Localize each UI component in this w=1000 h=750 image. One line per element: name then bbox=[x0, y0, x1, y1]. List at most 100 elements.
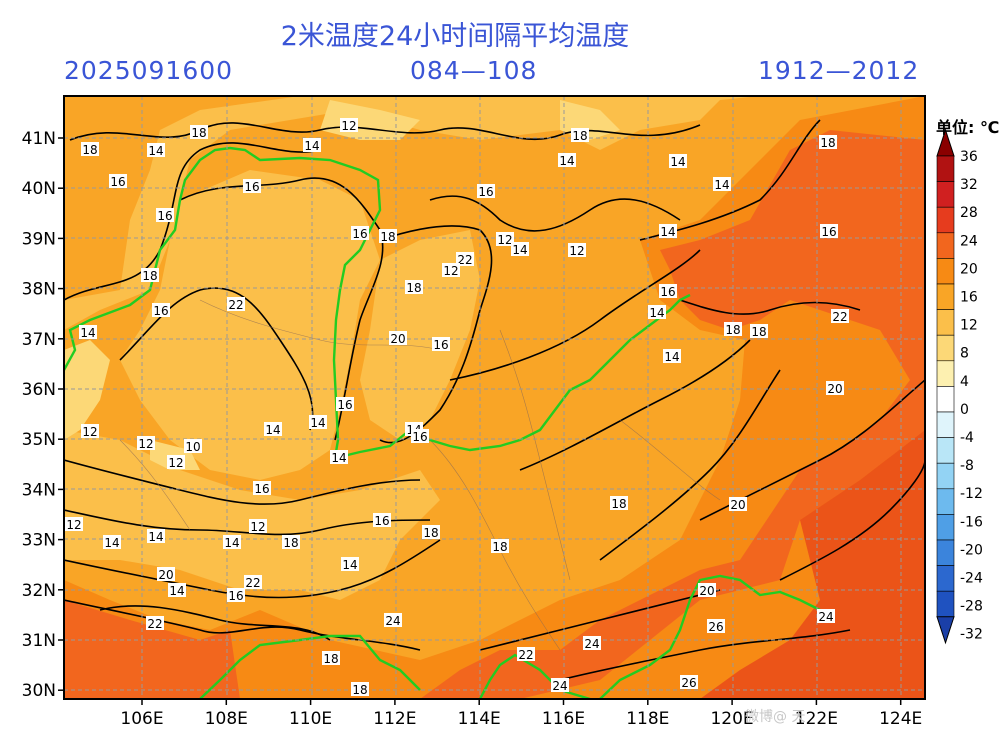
contour-label: 16 bbox=[659, 284, 677, 299]
lat-label: 41N bbox=[22, 129, 56, 149]
contour-label: 22 bbox=[146, 616, 164, 631]
lat-label: 34N bbox=[22, 480, 56, 500]
lat-label: 31N bbox=[22, 631, 56, 651]
contour-label: 18 bbox=[282, 535, 300, 550]
contour-label-text: 10 bbox=[185, 440, 200, 454]
contour-label-bg bbox=[253, 481, 271, 495]
colorbar-tick: 16 bbox=[960, 290, 978, 306]
contour-label-bg bbox=[351, 682, 369, 696]
init-date: 2025091600 bbox=[64, 56, 234, 85]
contour-label: 12 bbox=[137, 436, 155, 451]
contour-label-text: 18 bbox=[572, 129, 587, 143]
contour-label-text: 14 bbox=[104, 536, 119, 550]
lat-label: 39N bbox=[22, 229, 56, 249]
contour-label-bg bbox=[373, 513, 391, 527]
contour-label: 14 bbox=[663, 349, 681, 364]
contour-label-bg bbox=[152, 303, 170, 317]
lat-label: 36N bbox=[22, 380, 56, 400]
colorbar-tick: 20 bbox=[960, 261, 978, 277]
contour-label: 12 bbox=[340, 118, 358, 133]
contour-label-text: 20 bbox=[699, 584, 714, 598]
contour-label: 12 bbox=[81, 424, 99, 439]
contour-label-bg bbox=[568, 243, 586, 257]
contour-label-text: 16 bbox=[352, 227, 367, 241]
contour-label-bg bbox=[491, 539, 509, 553]
contour-label-text: 16 bbox=[412, 430, 427, 444]
contour-label-text: 18 bbox=[751, 325, 766, 339]
contour-label-text: 18 bbox=[142, 269, 157, 283]
colorbar-segment bbox=[936, 462, 955, 490]
contour-label: 26 bbox=[680, 675, 698, 690]
contour-label-bg bbox=[411, 429, 429, 443]
contour-label-text: 22 bbox=[457, 253, 472, 267]
contour-label: 14 bbox=[103, 535, 121, 550]
lat-axis: 41N 40N 39N 38N 37N 36N 35N 34N 33N 32N 31N 30N bbox=[22, 129, 64, 701]
contour-label-text: 16 bbox=[254, 482, 269, 496]
lat-label: 37N bbox=[22, 330, 56, 350]
contour-label-text: 14 bbox=[310, 416, 325, 430]
contour-label: 22 bbox=[831, 309, 849, 324]
colorbar-tick: 0 bbox=[960, 402, 969, 418]
contour-label-bg bbox=[341, 557, 359, 571]
contour-label-text: 14 bbox=[342, 558, 357, 572]
contour-label-bg bbox=[282, 535, 300, 549]
contour-label-bg bbox=[249, 519, 267, 533]
colorbar-tick: 4 bbox=[960, 374, 969, 390]
contour-label-text: 20 bbox=[730, 498, 745, 512]
contour-label-text: 14 bbox=[169, 584, 184, 598]
unit-label: 单位: ℃ bbox=[936, 118, 1000, 137]
contour-label-text: 16 bbox=[228, 589, 243, 603]
contour-label-text: 16 bbox=[660, 285, 675, 299]
contour-label-text: 14 bbox=[660, 225, 675, 239]
colorbar-segment bbox=[936, 360, 955, 387]
contour-label-bg bbox=[156, 208, 174, 222]
contour-label-text: 22 bbox=[518, 648, 533, 662]
contour-label-bg bbox=[184, 439, 202, 453]
contour-label: 26 bbox=[707, 619, 725, 634]
contour-label-text: 16 bbox=[157, 209, 172, 223]
contour-label-bg bbox=[405, 280, 423, 294]
contour-label-text: 18 bbox=[725, 323, 740, 337]
lon-label: 110E bbox=[289, 709, 332, 729]
valid-range: 1912—2012 bbox=[758, 56, 920, 85]
contour-label-bg bbox=[831, 309, 849, 323]
contour-label: 14 bbox=[309, 415, 327, 430]
contour-label-text: 14 bbox=[224, 536, 239, 550]
contour-label-text: 18 bbox=[820, 136, 835, 150]
contour-label-bg bbox=[826, 381, 844, 395]
contour-label-bg bbox=[81, 142, 99, 156]
contour-label: 18 bbox=[81, 142, 99, 157]
contour-label: 12 bbox=[249, 519, 267, 534]
colorbar-tick: 12 bbox=[960, 318, 978, 334]
lon-label: 120E bbox=[710, 709, 753, 729]
contour-label: 24 bbox=[384, 613, 402, 628]
lon-axis: 106E 108E 110E 112E 114E 116E 118E 120E 122E 124E bbox=[120, 699, 922, 729]
contour-label-bg bbox=[389, 331, 407, 345]
contour-label: 14 bbox=[168, 583, 186, 598]
contour-label-text: 12 bbox=[341, 119, 356, 133]
watermark: 微博@ 天 bbox=[745, 709, 806, 725]
lon-label: 122E bbox=[795, 709, 838, 729]
contour-label-bg bbox=[168, 583, 186, 597]
contour-label-text: 12 bbox=[82, 425, 97, 439]
colorbar-segment bbox=[936, 258, 955, 285]
contour-label-bg bbox=[223, 535, 241, 549]
contour-label: 12 bbox=[568, 243, 586, 258]
contour-label: 14 bbox=[713, 177, 731, 192]
colorbar-bottom-arrow bbox=[936, 616, 955, 645]
contour-label: 12 bbox=[167, 455, 185, 470]
contour-label: 18 bbox=[819, 135, 837, 150]
contour-label: 18 bbox=[750, 324, 768, 339]
contour-label: 14 bbox=[147, 529, 165, 544]
contour-label-text: 14 bbox=[80, 326, 95, 340]
lat-label: 35N bbox=[22, 430, 56, 450]
contour-label-text: 14 bbox=[714, 178, 729, 192]
contour-label-text: 16 bbox=[153, 304, 168, 318]
contour-label: 22 bbox=[456, 252, 474, 267]
contour-label: 16 bbox=[351, 226, 369, 241]
contour-label-bg bbox=[477, 184, 495, 198]
contour-label-bg bbox=[322, 651, 340, 665]
temp-band-24-28 bbox=[64, 130, 925, 699]
colorbar-tick: -4 bbox=[960, 430, 974, 446]
contour-label-text: 24 bbox=[552, 679, 567, 693]
